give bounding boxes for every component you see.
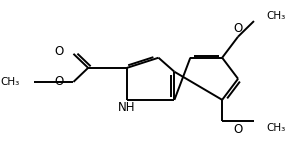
Text: O: O bbox=[233, 22, 243, 35]
Text: O: O bbox=[233, 123, 243, 136]
Text: NH: NH bbox=[118, 101, 136, 114]
Text: CH₃: CH₃ bbox=[1, 77, 20, 87]
Text: CH₃: CH₃ bbox=[266, 123, 285, 133]
Text: CH₃: CH₃ bbox=[266, 11, 285, 21]
Text: O: O bbox=[54, 45, 64, 58]
Text: O: O bbox=[54, 75, 64, 88]
